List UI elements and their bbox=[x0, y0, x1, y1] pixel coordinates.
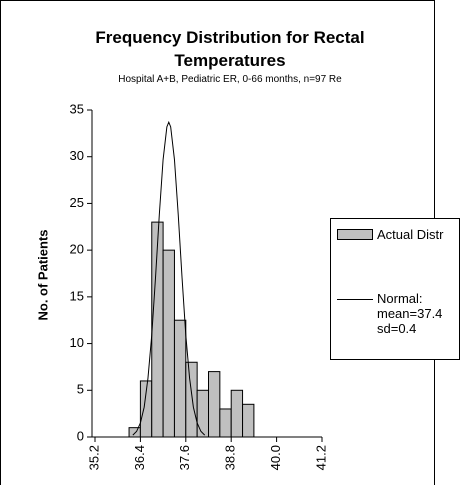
legend-label: Normal: mean=37.4 sd=0.4 bbox=[377, 291, 443, 336]
bar bbox=[162, 249, 175, 438]
chart-title: Frequency Distribution for Rectal Temper… bbox=[95, 28, 365, 70]
bar bbox=[128, 427, 141, 438]
legend: Actual Distr Normal: mean=37.4 sd=0.4 bbox=[330, 218, 460, 360]
bar bbox=[230, 389, 244, 438]
bar bbox=[151, 221, 164, 438]
bar bbox=[219, 408, 232, 438]
bar bbox=[242, 403, 255, 438]
y-tick-label: 15 bbox=[70, 288, 84, 303]
y-tick-label: 10 bbox=[70, 335, 84, 350]
legend-item: Normal: mean=37.4 sd=0.4 bbox=[337, 291, 455, 336]
x-tick-label: 37.6 bbox=[177, 445, 192, 470]
chart-subtitle: Hospital A+B, Pediatric ER, 0-66 months,… bbox=[118, 74, 342, 85]
bar bbox=[208, 371, 221, 438]
x-tick-label: 40.0 bbox=[268, 445, 283, 470]
y-tick-label: 20 bbox=[70, 242, 84, 257]
legend-swatch bbox=[337, 299, 373, 300]
x-tick-label: 35.2 bbox=[86, 445, 101, 470]
y-tick-label: 30 bbox=[70, 148, 84, 163]
bar bbox=[185, 361, 198, 438]
x-tick-label: 41.2 bbox=[313, 445, 328, 470]
x-tick-label: 38.8 bbox=[223, 445, 238, 470]
bar bbox=[173, 319, 187, 438]
legend-item: Actual Distr bbox=[337, 227, 461, 242]
bar bbox=[196, 389, 209, 438]
y-tick-label: 5 bbox=[77, 382, 84, 397]
y-tick-label: 35 bbox=[70, 101, 84, 116]
y-tick-label: 0 bbox=[77, 428, 84, 443]
y-tick-label: 25 bbox=[70, 195, 84, 210]
x-tick-label: 36.4 bbox=[132, 445, 147, 470]
normal-curve bbox=[132, 120, 206, 436]
y-axis-label: No. of Patients bbox=[35, 229, 50, 320]
legend-label: Actual Distr bbox=[377, 227, 444, 242]
legend-swatch bbox=[337, 229, 373, 240]
